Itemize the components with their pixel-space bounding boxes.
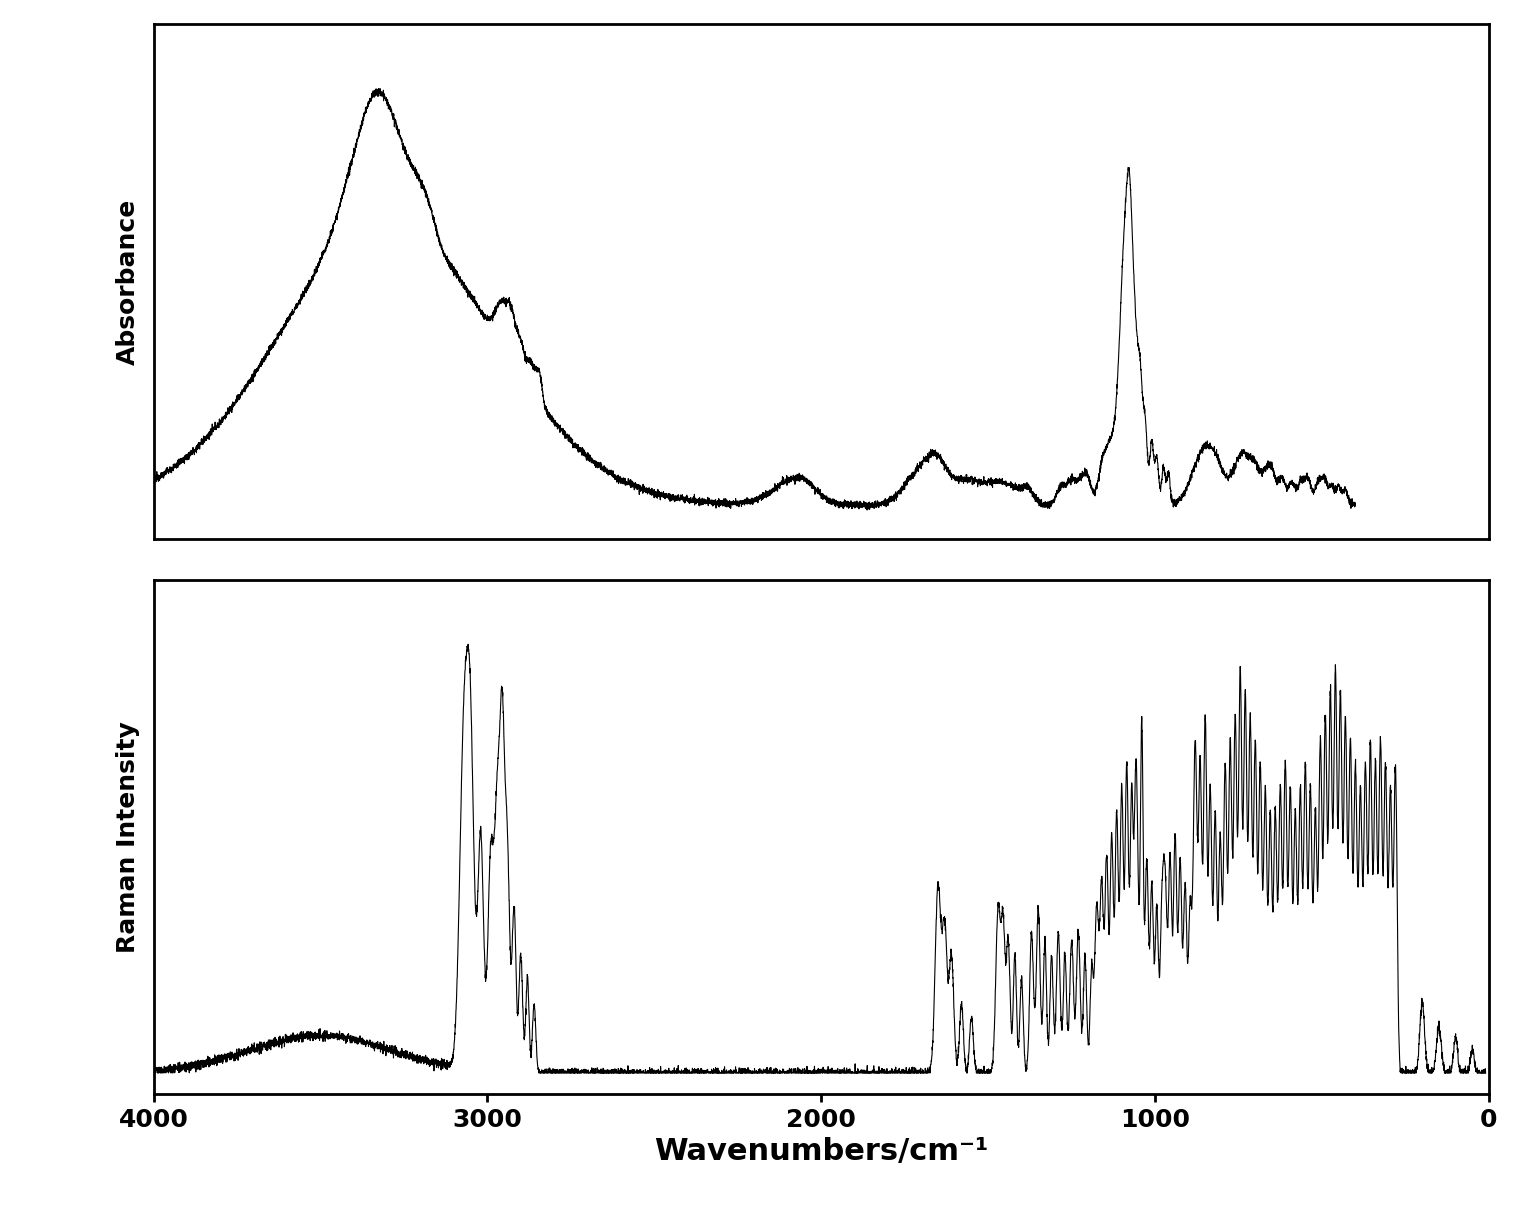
Y-axis label: Absorbance: Absorbance [115,198,140,365]
X-axis label: Wavenumbers/cm⁻¹: Wavenumbers/cm⁻¹ [654,1137,989,1166]
Y-axis label: Raman Intensity: Raman Intensity [115,721,140,953]
